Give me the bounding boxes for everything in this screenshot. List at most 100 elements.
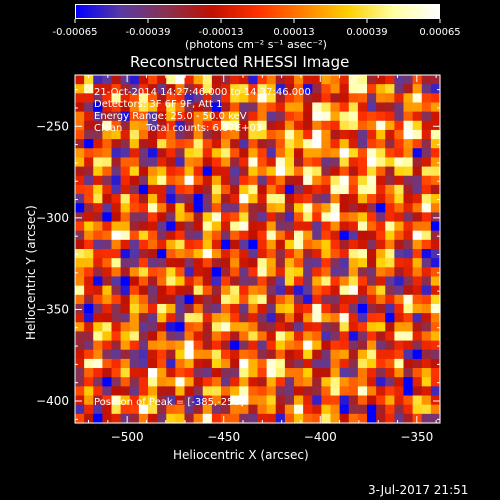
heatmap-cell [412,285,423,296]
heatmap-cell [166,230,176,241]
heatmap-cell [403,267,414,278]
heatmap-cell [75,413,85,424]
heatmap-cell [357,184,368,195]
heatmap-cell [430,148,441,159]
heatmap-cell [84,258,94,268]
heatmap-cell [284,294,295,305]
heatmap-cell [412,368,423,378]
heatmap-cell [394,368,405,378]
heatmap-cell [330,377,341,387]
heatmap-cell [403,377,414,387]
heatmap-cell [93,331,103,342]
heatmap-cell [403,157,414,168]
heatmap-cell [221,212,231,223]
heatmap-cell [339,175,350,186]
heatmap-cell [348,322,359,333]
heatmap-cell [385,184,395,195]
heatmap-cell [275,239,286,250]
heatmap-cell [266,84,277,94]
heatmap-cell [357,395,368,406]
heatmap-cell [266,386,277,397]
heatmap-cell [321,184,332,195]
heatmap-cell [138,322,149,333]
heatmap-cell [257,249,268,259]
heatmap-cell [294,175,304,186]
heatmap-cell [330,313,341,323]
heatmap-cell [303,340,313,351]
heatmap-cell [75,230,85,241]
heatmap-cell [211,212,222,223]
heatmap-cell [230,386,240,397]
heatmap-cell [157,377,167,387]
heatmap-cell [403,285,414,296]
heatmap-cell [312,93,322,104]
heatmap-cell [193,111,204,122]
heatmap-cell [321,84,332,94]
heatmap-cell [257,111,268,122]
heatmap-cell [120,413,131,424]
heatmap-cell [129,120,140,131]
heatmap-cell [257,129,268,140]
x-tick-label: −450 [207,430,240,444]
heatmap-cell [385,120,395,131]
heatmap-cell [129,139,140,149]
heatmap-cell [138,249,149,259]
heatmap-cell [211,157,222,168]
heatmap-cell [367,212,377,223]
heatmap-cell [175,184,186,195]
heatmap-cell [129,358,140,369]
heatmap-cell [430,157,441,168]
heatmap-cell [412,194,423,204]
heatmap-cell [202,404,213,415]
heatmap-cell [403,303,414,314]
heatmap-cell [193,322,204,333]
heatmap-cell [321,395,332,406]
heatmap-cell [394,120,405,131]
heatmap-cell [211,166,222,177]
heatmap-cell [211,303,222,314]
heatmap-cell [275,358,286,369]
heatmap-cell [367,285,377,296]
heatmap-cell [230,239,240,250]
heatmap-cell [303,258,313,268]
heatmap-cell [84,230,94,241]
heatmap-cell [102,249,113,259]
heatmap-cell [421,129,432,140]
heatmap-cell [129,413,140,424]
heatmap-cell [175,175,186,186]
heatmap-cell [376,368,386,378]
heatmap-cell [211,285,222,296]
heatmap-cell [357,413,368,424]
heatmap-cell [193,221,204,232]
heatmap-cell [330,322,341,333]
heatmap-cell [284,377,295,387]
heatmap-cell [376,221,386,232]
heatmap-cell [175,194,186,204]
heatmap-cell [157,175,167,186]
heatmap-cell [339,239,350,250]
heatmap-cell [129,129,140,140]
axis-ticks: −500 −450 −400 −350−250−300−350−400 [36,75,440,444]
heatmap-cell [430,139,441,149]
heatmap-cell [184,249,195,259]
heatmap-cell [175,322,186,333]
heatmap-cell [230,166,240,177]
heatmap-cell [120,120,131,131]
heatmap-cell [266,258,277,268]
heatmap-cell [257,212,268,223]
heatmap-cell [148,249,158,259]
heatmap-cell [157,349,167,360]
heatmap-cell [75,267,85,278]
heatmap-cell [193,166,204,177]
heatmap-cell [412,413,423,424]
heatmap-cell [111,303,122,314]
heatmap-cell [303,120,313,131]
heatmap-cell [202,267,213,278]
heatmap-cell [102,102,113,113]
heatmap-cell [394,349,405,360]
heatmap-cell [284,129,295,140]
heatmap-cell [193,157,204,168]
heatmap-cell [148,239,158,250]
heatmap-cell [148,303,158,314]
heatmap-cell [166,175,176,186]
